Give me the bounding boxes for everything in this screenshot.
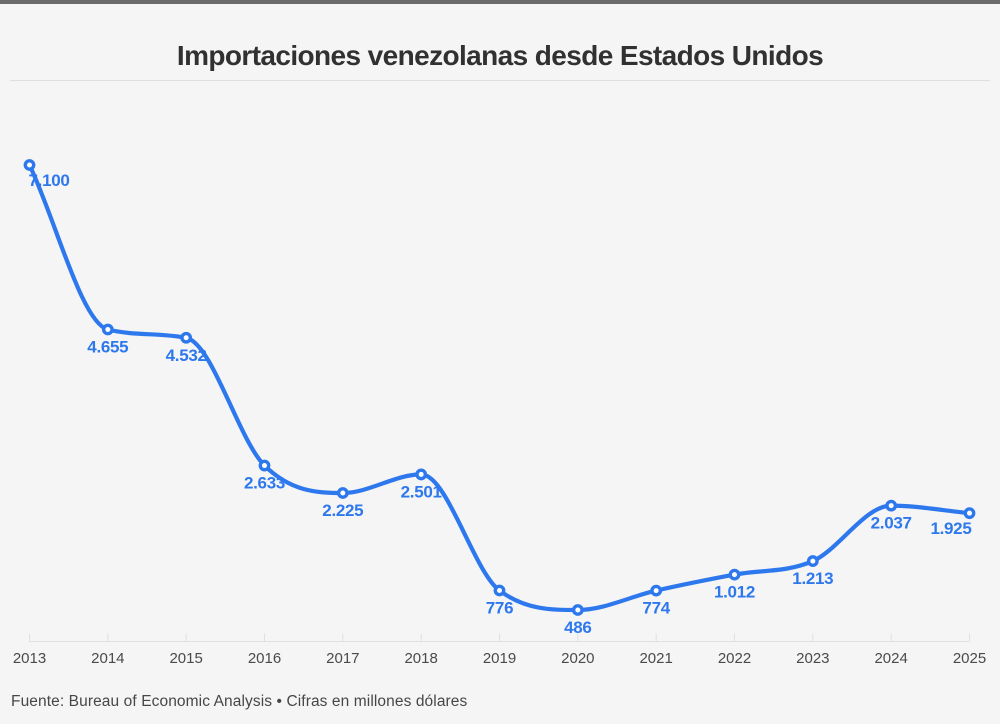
x-axis-year-label: 2016 [248, 650, 281, 667]
data-point-label: 2.037 [871, 514, 912, 533]
chart-title: Importaciones venezolanas desde Estados … [176, 40, 824, 71]
x-axis-year-label: 2014 [91, 650, 124, 667]
x-axis-year-label: 2025 [953, 650, 986, 667]
data-point-label: 1.012 [714, 583, 755, 602]
x-axis-year-label: 2013 [13, 650, 46, 667]
x-axis-year-label: 2019 [483, 650, 516, 667]
data-point-label: 2.633 [244, 474, 285, 493]
data-point-label: 2.501 [401, 482, 442, 501]
data-point-label: 1.213 [792, 569, 833, 588]
data-point-marker [336, 487, 349, 499]
x-axis-year-label: 2020 [561, 650, 594, 667]
data-point-label: 774 [642, 599, 670, 618]
x-axis-year-label: 2015 [169, 650, 202, 667]
data-point-marker [23, 159, 36, 171]
data-point-marker [415, 468, 428, 481]
x-axis-year-label: 2024 [874, 650, 907, 667]
chart-source-note: Fuente: Bureau of Economic Analysis • Ci… [11, 693, 468, 710]
data-point-marker [728, 568, 741, 581]
data-point-label: 4.655 [87, 338, 128, 357]
line-series-path [27, 162, 972, 613]
x-axis-year-label: 2017 [326, 650, 359, 667]
title-divider [10, 80, 990, 81]
data-point-marker [885, 499, 898, 512]
x-axis-year-label: 2021 [639, 650, 672, 667]
data-point-marker [180, 331, 193, 344]
data-point-marker [493, 584, 506, 597]
data-point-marker [258, 459, 271, 472]
x-axis-year-label: 2023 [796, 650, 829, 667]
data-point-marker [963, 507, 976, 520]
data-point-label: 7.100 [29, 171, 70, 190]
top-accent-bar [0, 0, 1000, 4]
data-point-label: 776 [486, 598, 513, 617]
data-point-label: 1.925 [930, 519, 971, 538]
x-axis-year-label: 2018 [404, 650, 437, 667]
data-point-label: 2.225 [322, 501, 363, 520]
data-point-label: 4.532 [166, 346, 207, 365]
data-point-label: 486 [564, 618, 591, 637]
x-axis-year-label: 2022 [718, 650, 751, 667]
data-point-marker [101, 323, 114, 336]
data-point-marker [806, 555, 819, 567]
data-point-marker [571, 604, 584, 616]
data-point-marker [650, 584, 663, 597]
